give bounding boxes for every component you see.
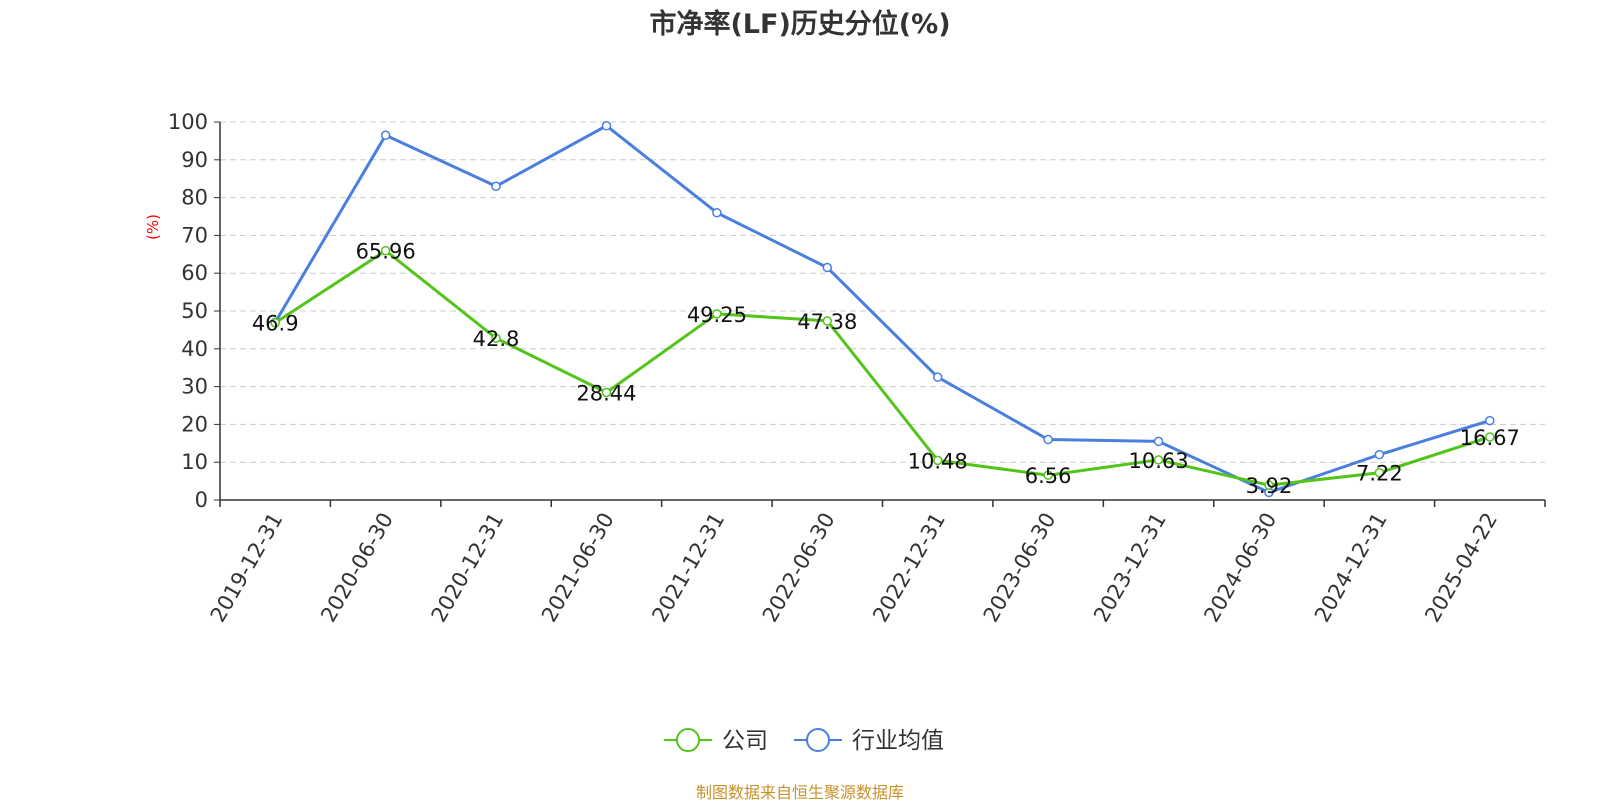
data-point[interactable]	[1043, 470, 1053, 480]
data-point[interactable]	[1153, 436, 1164, 447]
data-point[interactable]	[1485, 415, 1495, 426]
legend-label: 公司	[722, 728, 768, 754]
data-point[interactable]	[491, 181, 501, 192]
data-point[interactable]	[380, 130, 391, 140]
data-point[interactable]	[601, 121, 612, 131]
legend-marker	[676, 728, 700, 752]
data-label: 42.8	[473, 327, 520, 351]
series-line	[274, 249, 1491, 487]
data-label: 49.25	[687, 303, 747, 327]
y-tick-label: 20	[181, 412, 208, 436]
x-tick-label: 2022-06-30	[758, 509, 840, 627]
data-point[interactable]	[822, 262, 833, 273]
data-label: 47.38	[797, 310, 857, 334]
x-tick-label: 2023-12-31	[1089, 509, 1171, 627]
data-point[interactable]	[1485, 432, 1495, 442]
y-tick-label: 0	[195, 488, 208, 512]
y-tick-label: 80	[181, 186, 208, 210]
data-label: 6.56	[1025, 464, 1072, 488]
x-tick-label: 2024-12-31	[1310, 509, 1392, 627]
data-point[interactable]	[491, 333, 501, 343]
data-label: 65.96	[356, 240, 416, 264]
legend: 公司 行业均值	[664, 728, 944, 754]
data-point[interactable]	[601, 387, 612, 398]
x-tick-label: 2021-12-31	[647, 509, 729, 627]
y-tick-label: 100	[168, 110, 208, 134]
legend-item[interactable]: 行业均值	[794, 728, 944, 754]
x-tick-label: 2020-12-31	[427, 508, 509, 626]
y-tick-label: 40	[181, 337, 208, 361]
data-point[interactable]	[932, 372, 943, 382]
data-label: 7.22	[1356, 462, 1403, 486]
x-tick-label: 2023-06-30	[979, 509, 1061, 627]
data-point[interactable]	[712, 207, 722, 218]
data-point[interactable]	[822, 316, 833, 326]
y-tick-label: 60	[181, 261, 208, 285]
legend-label: 行业均值	[852, 728, 944, 754]
data-point[interactable]	[270, 317, 280, 328]
data-point[interactable]	[1374, 449, 1385, 460]
x-tick-label: 2019-12-31	[206, 509, 288, 627]
x-tick-label: 2020-06-30	[316, 509, 398, 627]
x-tick-label: 2022-12-31	[868, 508, 950, 626]
x-tick-label: 2025-04-22	[1420, 509, 1502, 627]
chart-title: 市净率(LF)历史分位(%)	[649, 9, 951, 40]
y-tick-label: 90	[181, 148, 208, 172]
data-point[interactable]	[712, 309, 722, 319]
series-line	[273, 124, 1491, 494]
data-labels: 46.9 65.96 42.8 28.44 49.25 47.38 10.48 6.56 10.…	[252, 240, 1520, 499]
source-note: 制图数据来自恒生聚源数据库	[695, 783, 904, 802]
data-label: 46.9	[252, 312, 299, 336]
y-tick-label: 30	[181, 375, 208, 399]
data-point[interactable]	[1043, 434, 1053, 445]
y-axis-label: (%)	[144, 214, 162, 240]
series-lines	[270, 121, 1495, 498]
legend-item[interactable]: 公司	[664, 728, 768, 754]
y-tick-label: 50	[181, 299, 208, 323]
x-tick-label: 2021-06-30	[537, 509, 619, 627]
data-label: 10.48	[908, 449, 968, 473]
legend-marker	[806, 728, 830, 752]
data-label: 16.67	[1460, 426, 1520, 450]
data-label: 28.44	[576, 381, 636, 405]
x-tick-label: 2024-06-30	[1199, 509, 1281, 627]
data-label: 10.63	[1128, 449, 1188, 473]
y-tick-label: 10	[181, 450, 208, 474]
y-tick-label: 70	[181, 223, 208, 247]
data-point[interactable]	[932, 455, 943, 466]
data-point[interactable]	[380, 245, 391, 256]
data-point[interactable]	[1153, 455, 1164, 465]
gridlines	[220, 121, 1545, 463]
data-label: 3.92	[1246, 474, 1293, 498]
data-point[interactable]	[1374, 467, 1385, 478]
data-point[interactable]	[1264, 480, 1274, 490]
